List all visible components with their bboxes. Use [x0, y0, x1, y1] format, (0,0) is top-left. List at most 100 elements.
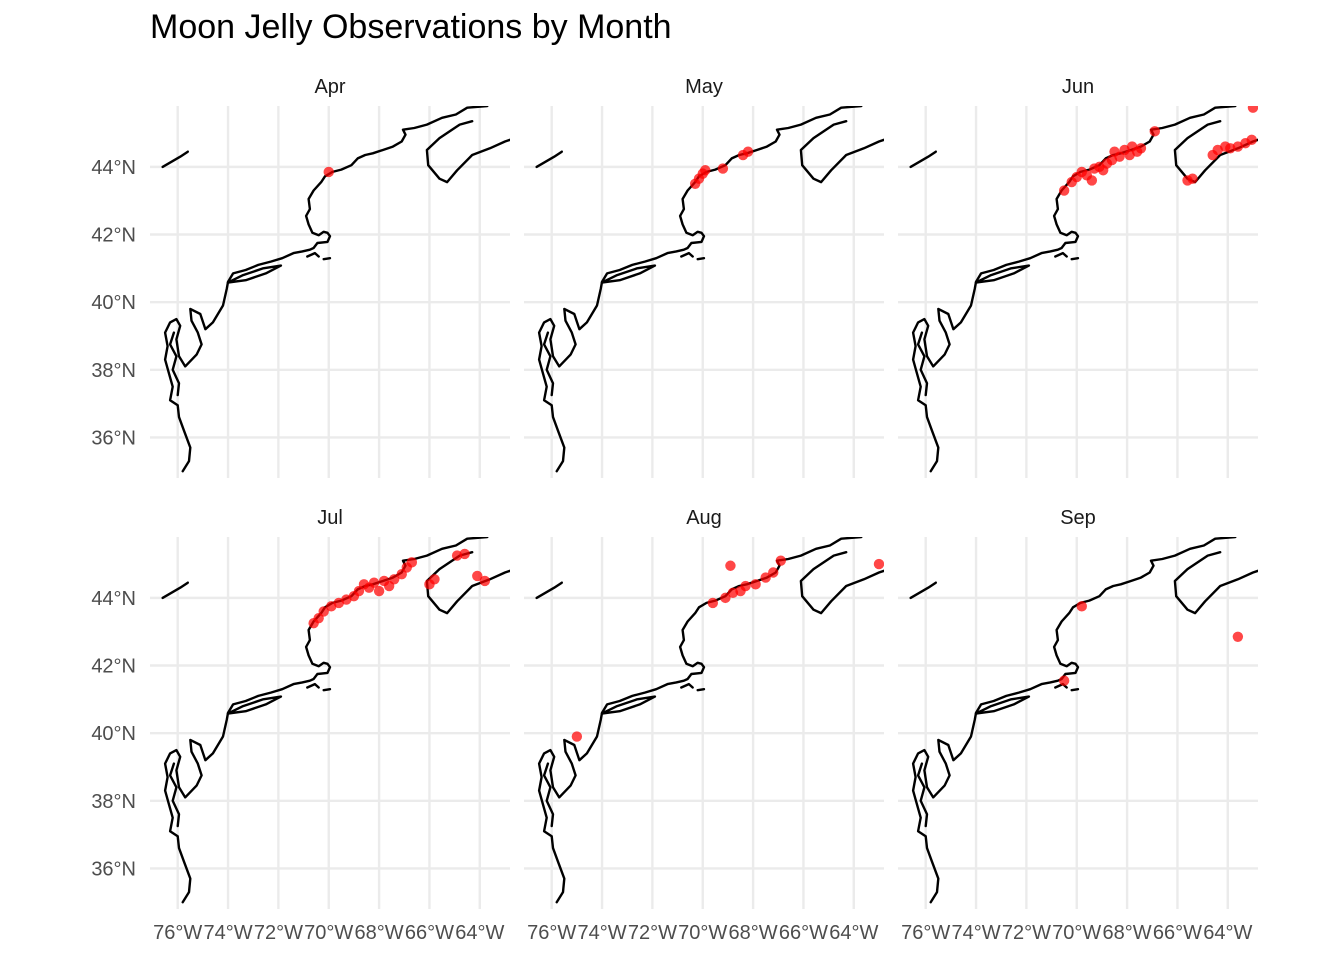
x-tick-label: 76°W: [153, 922, 202, 944]
coastline-path: [974, 695, 1031, 715]
coastline-path: [680, 251, 694, 258]
coastline-path: [322, 688, 332, 692]
coastline-path: [1173, 551, 1258, 615]
x-tick-label: 76°W: [901, 922, 950, 944]
coastline-path: [916, 331, 929, 397]
y-tick-label: 44°N: [91, 157, 136, 179]
observation-point: [1187, 173, 1198, 184]
observation-point: [1058, 185, 1070, 196]
observation-point: [1247, 106, 1258, 113]
observation-points: [1058, 601, 1244, 686]
observation-points: [689, 146, 754, 189]
coastline-path: [168, 331, 181, 397]
observation-point: [388, 574, 400, 585]
y-tick-label: 40°N: [91, 292, 136, 314]
x-tick-label: 72°W: [628, 922, 677, 944]
observation-point: [479, 575, 491, 587]
observation-point: [1232, 631, 1244, 642]
observation-point: [323, 166, 334, 178]
observation-point: [318, 606, 329, 617]
observation-point: [700, 165, 711, 176]
facet-label: Aug: [686, 507, 722, 529]
x-tick-label: 74°W: [951, 922, 1000, 944]
observation-point: [742, 146, 754, 157]
coastline-path: [680, 682, 694, 689]
x-tick-label: 72°W: [1002, 922, 1051, 944]
facet-panel-apr: Apr 36°N 38°N 40°N 42°N 44°N: [91, 76, 510, 478]
facet-label: May: [685, 76, 723, 98]
x-tick-label: 66°W: [1153, 922, 1202, 944]
observation-point: [768, 567, 779, 578]
coastline-path: [1070, 257, 1080, 261]
observation-point: [1135, 143, 1147, 154]
x-tick-label: 64°W: [829, 922, 878, 944]
observation-point: [373, 585, 385, 597]
coastline-path: [916, 762, 929, 828]
x-tick-label: 72°W: [254, 922, 303, 944]
coastline-path: [535, 150, 563, 169]
observation-point: [873, 558, 884, 570]
x-tick-label: 74°W: [203, 922, 252, 944]
coastline: [161, 106, 510, 473]
observation-point: [368, 577, 380, 588]
observation-points: [323, 166, 334, 178]
coastline-path: [163, 537, 489, 904]
coastline-path: [168, 762, 181, 828]
observation-point: [717, 163, 729, 174]
coastline-path: [163, 106, 489, 473]
y-tick-label: 36°N: [91, 427, 136, 449]
observation-point: [1058, 675, 1070, 686]
observation-point: [750, 579, 761, 590]
coastline-path: [306, 251, 320, 258]
observation-point: [1149, 126, 1160, 137]
coastline-path: [537, 106, 863, 473]
coastline-path: [799, 551, 884, 615]
coastline-path: [425, 551, 510, 615]
coastline-path: [161, 150, 189, 169]
observation-point: [459, 548, 470, 560]
x-tick-label: 70°W: [678, 922, 727, 944]
observation-point: [1246, 134, 1257, 146]
coastline: [909, 106, 1258, 473]
x-tick-label: 68°W: [729, 922, 778, 944]
coastline-path: [696, 257, 706, 261]
observation-point: [775, 555, 786, 566]
y-tick-label: 38°N: [91, 360, 136, 382]
facet-panel-may: May: [524, 76, 884, 478]
coastline: [161, 537, 510, 904]
coastline-path: [696, 688, 706, 692]
coastline-path: [537, 537, 863, 904]
observation-points: [308, 548, 491, 629]
observation-point: [740, 580, 751, 592]
x-tick-label: 70°W: [1052, 922, 1101, 944]
observation-points: [571, 555, 884, 742]
coastline-path: [306, 682, 320, 689]
observation-point: [760, 572, 771, 583]
x-tick-label: 64°W: [455, 922, 504, 944]
facet-label: Apr: [314, 76, 345, 98]
coastline-path: [600, 264, 657, 284]
coastline-path: [909, 150, 937, 169]
coastline: [535, 537, 884, 904]
facet-label: Jul: [317, 507, 343, 529]
y-tick-label: 42°N: [91, 225, 136, 247]
coastline-path: [226, 695, 283, 715]
observation-point: [406, 557, 418, 568]
coastline: [535, 106, 884, 473]
observation-point: [725, 560, 736, 571]
coastline-path: [600, 695, 657, 715]
observation-point: [720, 592, 731, 604]
x-tick-label: 68°W: [1103, 922, 1152, 944]
x-tick-label: 76°W: [527, 922, 576, 944]
chart-title: Moon Jelly Observations by Month: [150, 8, 672, 46]
coastline-path: [322, 257, 332, 261]
observation-point: [472, 570, 483, 582]
y-tick-label: 36°N: [91, 858, 136, 880]
coastline-path: [911, 106, 1237, 473]
observation-point: [1076, 601, 1087, 612]
observation-point: [571, 731, 583, 742]
observation-point: [707, 597, 719, 609]
coastline-path: [226, 264, 283, 284]
